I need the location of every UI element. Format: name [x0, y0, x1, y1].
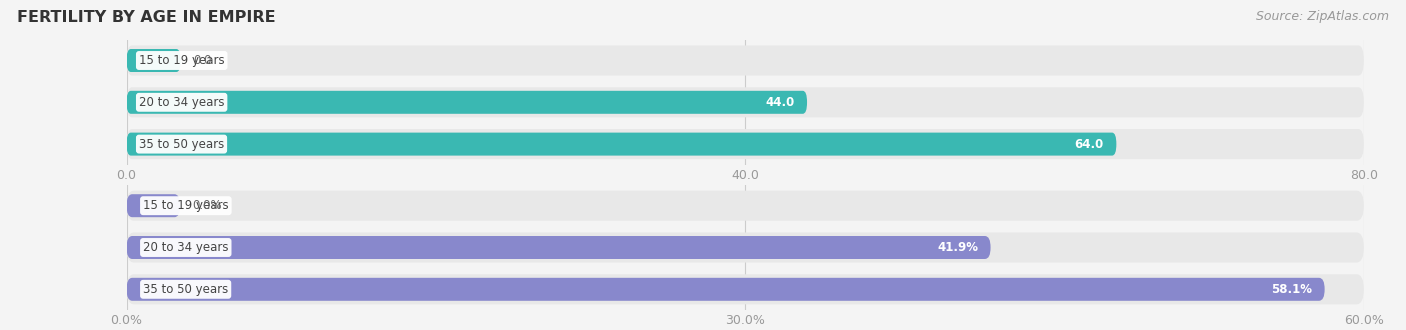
Text: 35 to 50 years: 35 to 50 years	[139, 138, 224, 150]
Text: 58.1%: 58.1%	[1271, 283, 1312, 296]
FancyBboxPatch shape	[127, 133, 1116, 156]
FancyBboxPatch shape	[127, 194, 180, 217]
Text: 20 to 34 years: 20 to 34 years	[143, 241, 229, 254]
Text: 0.0%: 0.0%	[193, 199, 222, 212]
FancyBboxPatch shape	[127, 274, 1364, 304]
Text: 15 to 19 years: 15 to 19 years	[139, 54, 225, 67]
Text: FERTILITY BY AGE IN EMPIRE: FERTILITY BY AGE IN EMPIRE	[17, 10, 276, 25]
Text: Source: ZipAtlas.com: Source: ZipAtlas.com	[1256, 10, 1389, 23]
FancyBboxPatch shape	[127, 236, 991, 259]
Text: 64.0: 64.0	[1074, 138, 1104, 150]
FancyBboxPatch shape	[127, 49, 180, 72]
FancyBboxPatch shape	[127, 191, 1364, 221]
Text: 44.0: 44.0	[765, 96, 794, 109]
Text: 20 to 34 years: 20 to 34 years	[139, 96, 225, 109]
Text: 41.9%: 41.9%	[938, 241, 979, 254]
FancyBboxPatch shape	[127, 232, 1364, 263]
FancyBboxPatch shape	[127, 46, 1364, 76]
FancyBboxPatch shape	[127, 278, 1324, 301]
FancyBboxPatch shape	[127, 129, 1364, 159]
Text: 35 to 50 years: 35 to 50 years	[143, 283, 228, 296]
FancyBboxPatch shape	[127, 91, 807, 114]
FancyBboxPatch shape	[127, 87, 1364, 117]
Text: 15 to 19 years: 15 to 19 years	[143, 199, 229, 212]
Text: 0.0: 0.0	[193, 54, 211, 67]
